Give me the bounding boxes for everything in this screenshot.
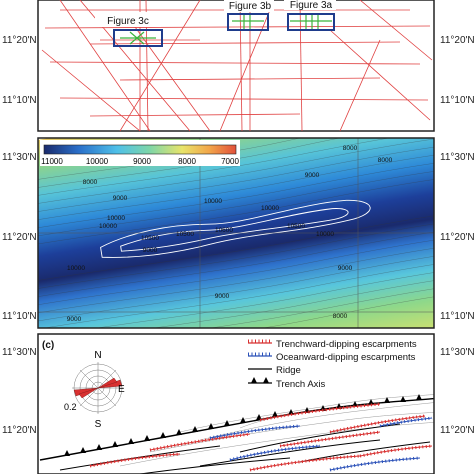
- contour-label: 10000: [99, 223, 117, 230]
- lat-label-10-top-right: 11°10'N: [440, 95, 474, 106]
- contour-label: 10000: [204, 198, 222, 205]
- lat-label-10-top: 11°10'N: [2, 95, 37, 106]
- colorbar-tick-8000: 8000: [178, 157, 196, 166]
- colorbar: 11000 10000 9000 8000 7000: [40, 140, 240, 166]
- lat-label-30-mid-right: 11°30'N: [440, 152, 474, 163]
- panel-b-frame: [37, 137, 435, 329]
- figure-3b-label: Figure 3b: [229, 1, 272, 12]
- deep-contours: [100, 199, 371, 258]
- legend-label-trench-axis: Trench Axis: [276, 379, 326, 390]
- trench-axis-triangles: [64, 394, 422, 456]
- figure-3c-label-bg: [95, 12, 161, 27]
- legend-item-oceanward: Oceanward-dipping escarpments: [248, 352, 416, 363]
- trenchward-escarpments: [89, 402, 433, 472]
- colorbar-ramp: [43, 144, 237, 155]
- contour-label: 10000: [107, 215, 125, 222]
- rose-scale-label: 0.2: [64, 402, 77, 412]
- lat-label-20-bot-right: 11°20'N: [440, 425, 474, 436]
- ridge-lines: [59, 423, 431, 474]
- panel-c-contours: [119, 394, 434, 467]
- legend-label-ridge: Ridge: [276, 365, 301, 376]
- contour-label: 8000: [343, 145, 358, 152]
- figure-3b-marks: [232, 15, 264, 29]
- colorbar-tick-9000: 9000: [133, 157, 151, 166]
- colorbar-tick-10000: 10000: [86, 157, 109, 166]
- figure-3c-marks: [120, 31, 156, 45]
- figure-3a-marks: [290, 15, 332, 29]
- lat-label-10-mid-right: 11°10'N: [440, 311, 474, 322]
- figure-3b-box[interactable]: Figure 3b: [224, 0, 274, 31]
- contour-label: 9000: [305, 172, 320, 179]
- panel-c-label: (c): [42, 340, 54, 351]
- compass-east: E: [118, 384, 125, 395]
- contour-label: 10600: [215, 227, 233, 234]
- contour-label: 9000: [67, 316, 82, 323]
- contour-label: 9000: [215, 293, 230, 300]
- figure-3c-box[interactable]: Figure 3c: [95, 12, 163, 47]
- figure-3a-label: Figure 3a: [290, 0, 333, 11]
- legend-label-oceanward: Oceanward-dipping escarpments: [276, 352, 416, 363]
- legend-label-trenchward: Trenchward-dipping escarpments: [276, 339, 417, 350]
- contour-label: 10500: [176, 231, 194, 238]
- lat-label-30-mid: 11°30'N: [2, 152, 37, 163]
- panel-a: Figure 3c Figure 3b Figure 3a: [37, 0, 435, 132]
- lat-label-20-top-right: 11°20'N: [440, 35, 474, 46]
- contour-label: 9000: [143, 247, 158, 254]
- lat-label-20-mid-right: 11°20'N: [440, 232, 474, 243]
- lat-label-20-top: 11°20'N: [2, 35, 37, 46]
- contour-label: 9000: [338, 265, 353, 272]
- legend-item-trenchward: Trenchward-dipping escarpments: [248, 339, 417, 350]
- survey-tracks: [41, 0, 433, 132]
- contour-label: 8000: [333, 313, 348, 320]
- lat-label-20-mid: 11°20'N: [2, 232, 37, 243]
- compass-north: N: [94, 350, 101, 361]
- legend-item-trench-axis: Trench Axis: [248, 377, 326, 390]
- contour-label: 10500: [141, 235, 159, 242]
- panel-b-grid: [38, 138, 434, 328]
- colorbar-tick-11000: 11000: [41, 157, 63, 166]
- legend: Trenchward-dipping escarpments Oceanward…: [248, 339, 417, 390]
- rose-diagram: N S E 0.2: [64, 350, 125, 430]
- contour-label: 8000: [83, 179, 98, 186]
- oceanward-escarpments: [209, 416, 433, 472]
- lat-label-30-bot-right: 11°30'N: [440, 347, 474, 358]
- compass-south: S: [95, 419, 102, 430]
- contour-lines: [38, 138, 434, 328]
- contour-label: 10500: [287, 223, 305, 230]
- lat-label-10-mid: 11°10'N: [2, 311, 37, 322]
- panel-c: (c) N S E 0.2: [37, 333, 435, 474]
- figure-3c-label: Figure 3c: [107, 16, 149, 27]
- panel-c-frame: [37, 333, 435, 474]
- lat-label-30-bot: 11°30'N: [2, 347, 37, 358]
- contour-label: 8000: [378, 157, 393, 164]
- contour-label: 10000: [261, 205, 279, 212]
- contour-labels: 8000 9000 10000 10500 10500 10600 10500 …: [67, 145, 393, 323]
- panel-b: 11000 10000 9000 8000 7000 8000 9000 100…: [37, 137, 435, 329]
- rose-petals: [73, 377, 123, 399]
- colorbar-tick-7000: 7000: [221, 157, 239, 166]
- contour-label: 10000: [67, 265, 85, 272]
- figure-3a-box[interactable]: Figure 3a: [284, 0, 336, 31]
- figure-3b-label-bg: [224, 0, 274, 12]
- figure-3a-label-bg: [284, 0, 336, 10]
- contour-label: 10000: [316, 231, 334, 238]
- lat-label-20-bot: 11°20'N: [2, 425, 37, 436]
- legend-item-ridge: Ridge: [248, 365, 301, 376]
- contour-label: 9000: [113, 195, 128, 202]
